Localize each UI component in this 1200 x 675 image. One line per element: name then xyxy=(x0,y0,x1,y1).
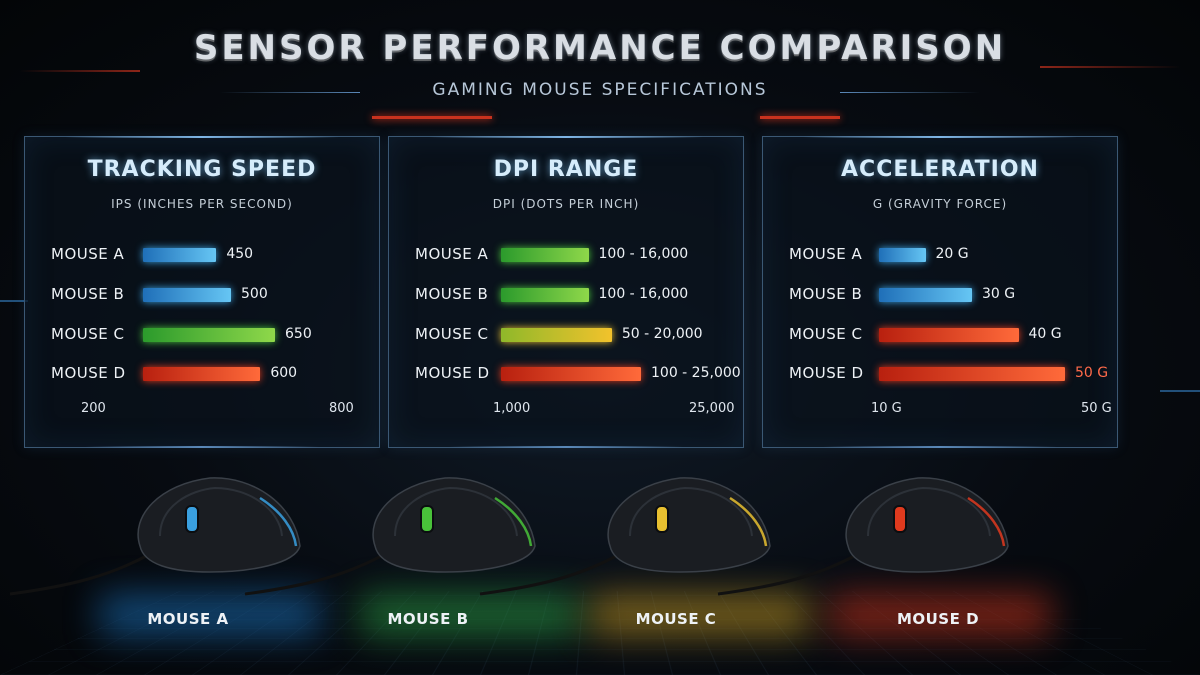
chart-row: MOUSE A 450 xyxy=(25,244,379,264)
bar xyxy=(879,328,1019,342)
light-streak xyxy=(1040,66,1180,68)
bar xyxy=(143,248,217,262)
chart-row: MOUSE B 30 G xyxy=(763,284,1117,304)
mouse-label: MOUSE B xyxy=(387,610,469,628)
axis-tick-label: 1,000 xyxy=(493,401,531,416)
category-label: MOUSE D xyxy=(789,364,864,382)
chart-panel-2: DPI RANGE DPI (DOTS PER INCH) MOUSE A 100 -… xyxy=(388,136,744,448)
mouse-label: MOUSE C xyxy=(635,610,717,628)
chart-panel-3: ACCELERATION G (GRAVITY FORCE) MOUSE A 20 G… xyxy=(762,136,1118,448)
chart-row: MOUSE D 100 - 25,000 xyxy=(389,363,743,383)
page-title: SENSOR PERFORMANCE COMPARISON xyxy=(193,28,1007,68)
data-label: 600 xyxy=(270,365,298,381)
page-subtitle: GAMING MOUSE SPECIFICATIONS xyxy=(432,80,768,100)
data-label: 40 G xyxy=(1028,326,1062,342)
chart-row: MOUSE D 50 G xyxy=(763,363,1117,383)
chart-row: MOUSE D 600 xyxy=(25,363,379,383)
bar xyxy=(501,328,612,342)
floor-glow xyxy=(100,595,320,635)
chart-title: DPI RANGE xyxy=(493,157,639,182)
chart-row: MOUSE C 650 xyxy=(25,324,379,344)
subtitle-rule-left xyxy=(220,92,360,93)
category-label: MOUSE C xyxy=(789,325,863,343)
bar xyxy=(501,248,589,262)
chart-row: MOUSE B 500 xyxy=(25,284,379,304)
bar xyxy=(879,367,1065,381)
chart-row: MOUSE C 50 - 20,000 xyxy=(389,324,743,344)
bar xyxy=(143,367,261,381)
chart-unit-label: DPI (DOTS PER INCH) xyxy=(492,197,640,211)
chart-row: MOUSE A 100 - 16,000 xyxy=(389,244,743,264)
light-streak xyxy=(20,70,140,72)
category-label: MOUSE B xyxy=(789,285,863,303)
data-label: 20 G xyxy=(935,246,969,262)
bar xyxy=(501,288,589,302)
chart-unit-label: IPS (INCHES PER SECOND) xyxy=(111,197,293,211)
accent-line xyxy=(760,116,840,119)
data-label: 100 - 16,000 xyxy=(598,286,689,302)
data-label: 50 - 20,000 xyxy=(621,326,703,342)
bar xyxy=(143,288,231,302)
data-label: 100 - 25,000 xyxy=(651,365,741,381)
data-label: 100 - 16,000 xyxy=(598,246,689,262)
subtitle-rule-right xyxy=(840,92,980,93)
bar xyxy=(879,248,926,262)
category-label: MOUSE D xyxy=(415,364,490,382)
category-label: MOUSE A xyxy=(415,245,489,263)
chart-row: MOUSE B 100 - 16,000 xyxy=(389,284,743,304)
axis-tick-label: 50 G xyxy=(1081,401,1112,416)
chart-title: TRACKING SPEED xyxy=(87,157,317,182)
data-label: 450 xyxy=(226,246,254,262)
category-label: MOUSE A xyxy=(789,245,863,263)
mouse-label: MOUSE D xyxy=(896,610,980,628)
light-streak xyxy=(1160,390,1200,392)
chart-title: ACCELERATION xyxy=(841,157,1039,182)
bar xyxy=(501,367,641,381)
axis-tick-label: 800 xyxy=(329,401,354,416)
bar xyxy=(143,328,275,342)
floor-glow xyxy=(360,595,580,635)
category-label: MOUSE D xyxy=(51,364,126,382)
category-label: MOUSE B xyxy=(415,285,489,303)
accent-line xyxy=(372,116,492,119)
chart-row: MOUSE C 40 G xyxy=(763,324,1117,344)
mouse-label: MOUSE A xyxy=(147,610,229,628)
category-label: MOUSE A xyxy=(51,245,125,263)
axis-tick-label: 25,000 xyxy=(689,401,735,416)
chart-unit-label: G (GRAVITY FORCE) xyxy=(872,197,1008,211)
category-label: MOUSE B xyxy=(51,285,125,303)
data-label: 50 G xyxy=(1075,365,1109,381)
floor-glow xyxy=(590,595,810,635)
category-label: MOUSE C xyxy=(415,325,489,343)
chart-row: MOUSE A 20 G xyxy=(763,244,1117,264)
data-label: 30 G xyxy=(982,286,1016,302)
data-label: 500 xyxy=(241,286,268,302)
data-label: 650 xyxy=(285,326,312,342)
floor-glow xyxy=(830,595,1050,635)
category-label: MOUSE C xyxy=(51,325,125,343)
chart-panel-1: TRACKING SPEED IPS (INCHES PER SECOND) MOU… xyxy=(24,136,380,448)
axis-tick-label: 200 xyxy=(81,401,106,416)
light-streak xyxy=(0,300,28,302)
axis-tick-label: 10 G xyxy=(871,401,902,416)
bar xyxy=(879,288,972,302)
